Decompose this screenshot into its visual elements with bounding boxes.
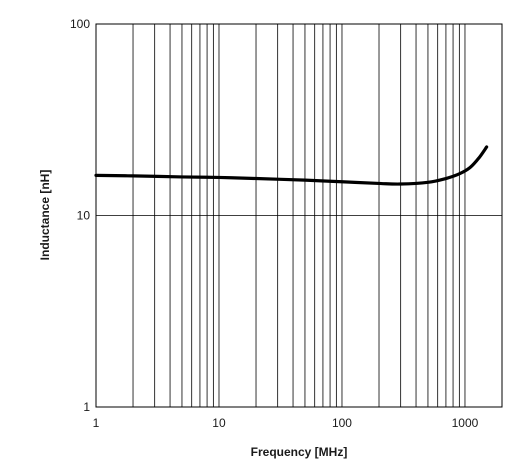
y-axis-title: Inductance [nH] — [38, 170, 52, 261]
series-layer — [94, 145, 489, 186]
x-tick-label: 100 — [332, 416, 352, 430]
x-tick-label: 1000 — [452, 416, 479, 430]
x-axis-title: Frequency [MHz] — [251, 445, 348, 459]
y-tick-label: 1 — [83, 400, 90, 414]
plot-frame — [95, 23, 503, 408]
y-tick-label: 100 — [70, 17, 90, 31]
tick-labels: 1 10 100 1000 1 10 100 — [70, 17, 479, 430]
y-tick-label: 10 — [77, 209, 91, 223]
x-tick-label: 1 — [93, 416, 100, 430]
x-tick-label: 10 — [212, 416, 226, 430]
inductance-series-line — [94, 145, 489, 186]
grid — [96, 24, 503, 407]
